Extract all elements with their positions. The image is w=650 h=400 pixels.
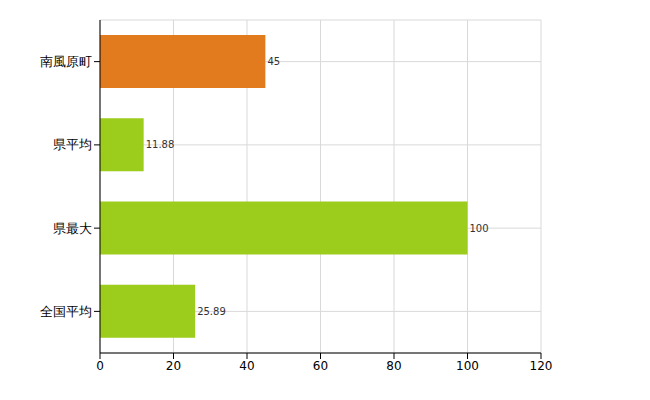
svg-text:45: 45 — [267, 56, 280, 67]
svg-text:全国平均: 全国平均 — [40, 304, 92, 319]
svg-text:20: 20 — [166, 359, 181, 373]
svg-text:80: 80 — [386, 359, 401, 373]
svg-text:120: 120 — [530, 359, 553, 373]
svg-text:11.88: 11.88 — [146, 139, 175, 150]
svg-text:県最大: 県最大 — [53, 221, 92, 236]
svg-text:60: 60 — [313, 359, 328, 373]
svg-text:南風原町: 南風原町 — [40, 54, 92, 69]
svg-text:25.89: 25.89 — [197, 306, 226, 317]
svg-text:0: 0 — [96, 359, 104, 373]
svg-text:100: 100 — [470, 223, 489, 234]
svg-text:県平均: 県平均 — [53, 137, 92, 152]
svg-text:100: 100 — [456, 359, 479, 373]
svg-text:40: 40 — [239, 359, 254, 373]
